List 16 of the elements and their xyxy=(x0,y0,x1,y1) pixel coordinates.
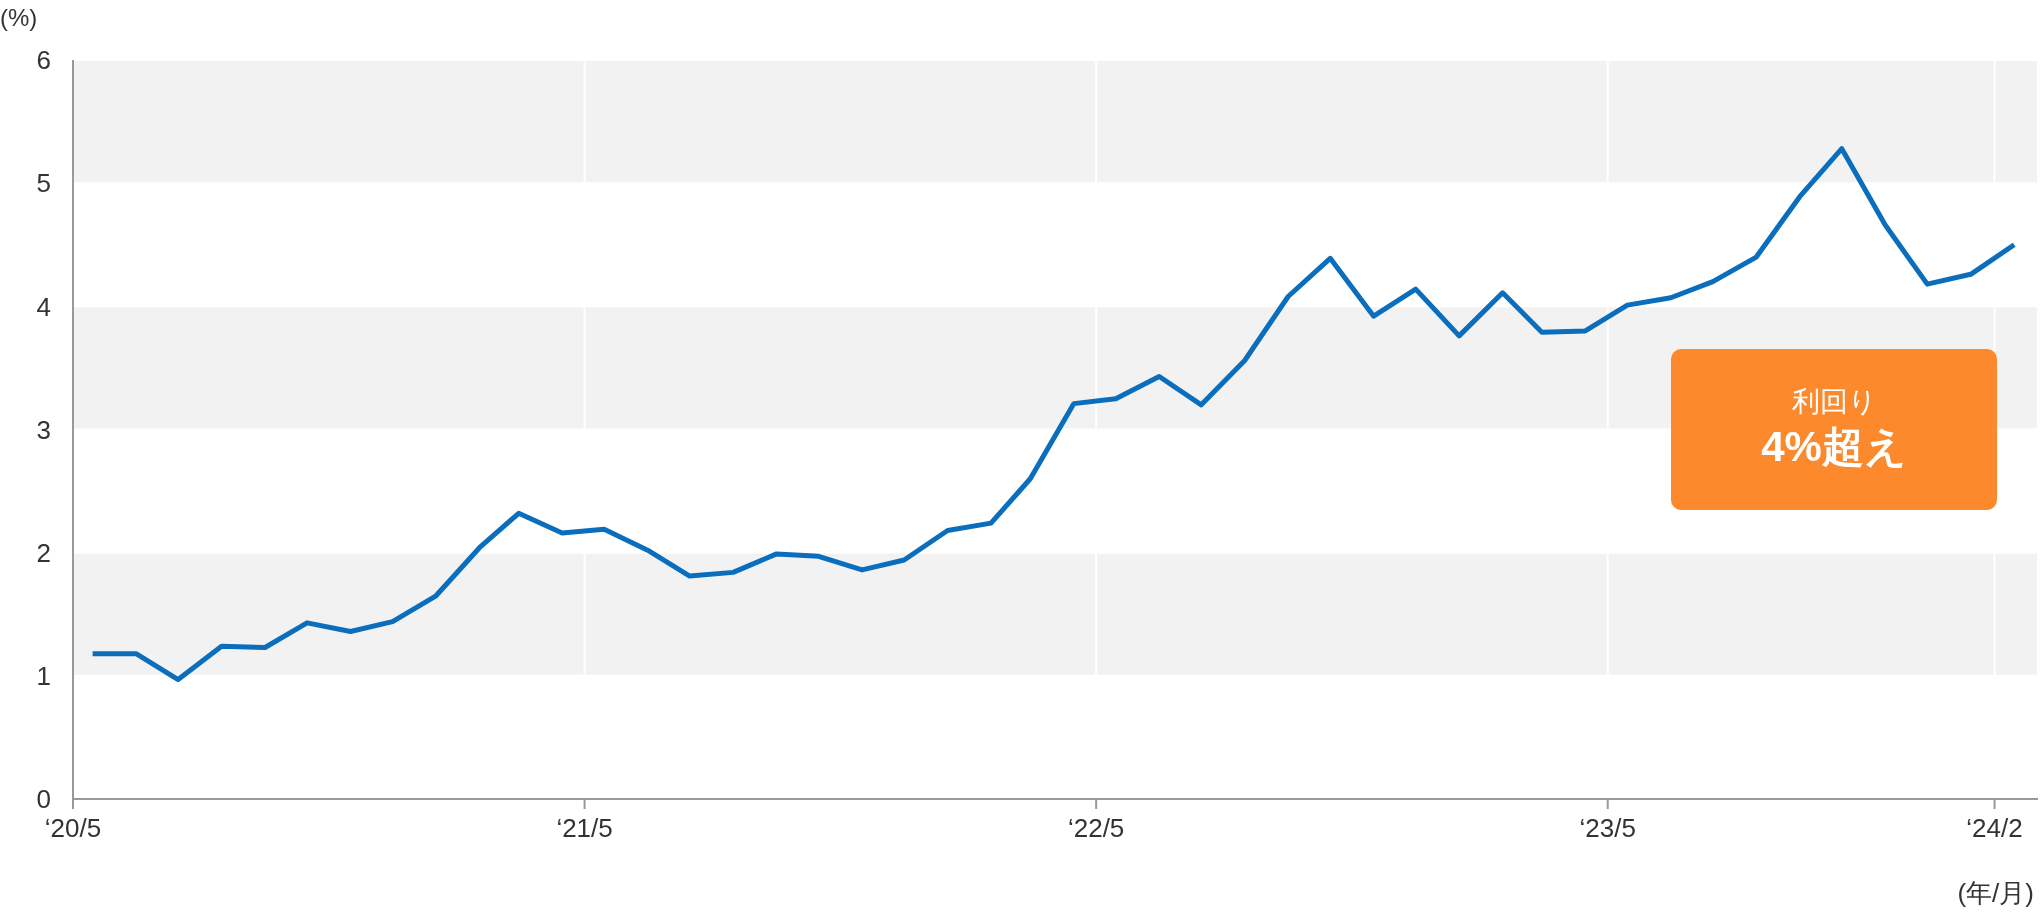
y-tick-label: 6 xyxy=(36,45,51,76)
callout-box: 利回り 4%超え xyxy=(1671,349,1997,510)
x-axis-title: (年/月) xyxy=(1957,877,2034,910)
x-tick-label: ‘22/5 xyxy=(1067,813,1125,844)
y-axis-title: (%) xyxy=(0,4,38,32)
y-tick-label: 2 xyxy=(36,537,51,568)
y-tick-label: 0 xyxy=(36,784,51,815)
x-tick-label: ‘20/5 xyxy=(44,813,102,844)
x-tick-label: ‘21/5 xyxy=(556,813,613,844)
x-tick-label: ‘23/5 xyxy=(1579,813,1636,844)
y-tick-label: 1 xyxy=(36,661,51,692)
y-tick-label: 5 xyxy=(36,168,51,199)
y-tick-label: 3 xyxy=(36,414,51,445)
x-tick-label: ‘24/2 xyxy=(1966,813,2023,844)
y-tick-label: 4 xyxy=(36,291,51,322)
annotation: 利回り 4%超え xyxy=(1761,385,1907,473)
